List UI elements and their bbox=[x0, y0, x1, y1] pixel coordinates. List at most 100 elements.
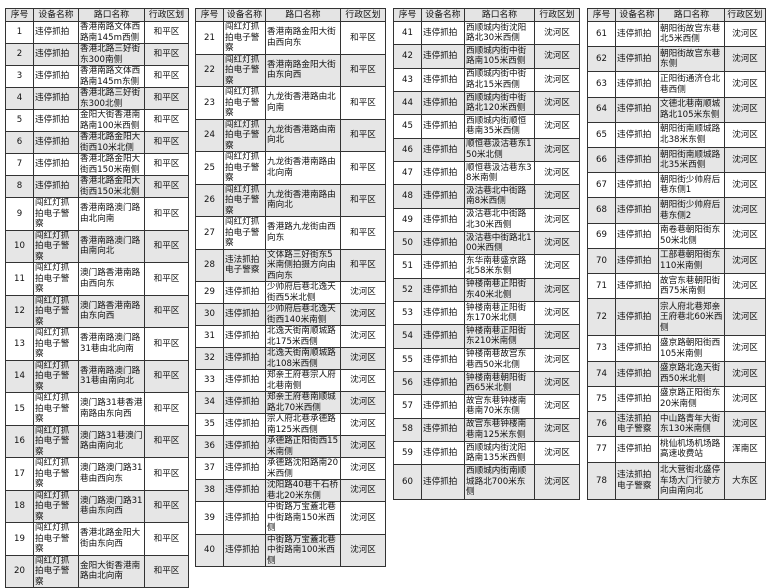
row-number-cell: 64 bbox=[587, 96, 616, 123]
district-cell: 沈河区 bbox=[534, 67, 580, 92]
table-row: 6 违停抓拍 香港北路金阳大街西10米北侧 和平区 bbox=[5, 131, 189, 154]
column-header-row-number: 序号 bbox=[393, 8, 422, 22]
row-number-cell: 32 bbox=[195, 347, 224, 370]
table-row: 76 违法抓拍电子警察 中山路青年大街东130米南侧 沈河区 bbox=[587, 411, 766, 438]
row-number-cell: 45 bbox=[393, 114, 422, 139]
intersection-name-cell: 沈阳路40巷千石桥巷北20米东侧 bbox=[265, 479, 341, 502]
row-number-cell: 3 bbox=[5, 65, 34, 88]
row-number-cell: 15 bbox=[5, 392, 34, 426]
table-row: 63 违停抓拍 正阳街通济仓北巷西侧 沈河区 bbox=[587, 71, 766, 98]
table-row: 32 违停抓拍 北逸天街南顺城路北108米西侧 沈河区 bbox=[195, 347, 386, 370]
table-row: 44 违停抓拍 西顺城内街中街路北120米西侧 沈河区 bbox=[393, 90, 580, 116]
device-table-1: 序号 设备名称 路口名称 行政区划 1 违停抓拍 香港南路文体西路南145m西侧 和平区 2 违停… bbox=[5, 8, 189, 588]
row-number-cell: 17 bbox=[5, 457, 34, 491]
district-cell: 和平区 bbox=[144, 424, 189, 458]
device-name-cell: 违停抓拍 bbox=[615, 172, 659, 199]
district-cell: 沈河区 bbox=[534, 137, 580, 162]
row-number-cell: 50 bbox=[393, 230, 422, 256]
table-row: 69 违停抓拍 南卷巷朝阳街东50米北侧 沈河区 bbox=[587, 222, 766, 249]
district-cell: 浑南区 bbox=[724, 436, 766, 463]
table-row: 75 违停抓拍 盛京路正阳街东20米南侧 沈河区 bbox=[587, 385, 766, 413]
row-number-cell: 2 bbox=[5, 43, 34, 66]
row-number-cell: 76 bbox=[587, 411, 616, 438]
row-number-cell: 34 bbox=[195, 391, 224, 414]
intersection-name-cell: 朝阳街故宫东巷东侧 bbox=[658, 46, 725, 73]
table-row: 62 违停抓拍 朝阳街故宫东巷东侧 沈河区 bbox=[587, 46, 766, 73]
district-cell: 和平区 bbox=[340, 151, 386, 185]
district-cell: 沈河区 bbox=[724, 20, 766, 48]
table-row: 40 违停抓拍 中街路万宝蓋北巷中街路南100米西侧 沈河区 bbox=[195, 533, 386, 567]
row-number-cell: 23 bbox=[195, 86, 224, 120]
device-name-cell: 违停抓拍 bbox=[615, 298, 659, 337]
district-cell: 和平区 bbox=[144, 197, 189, 231]
row-number-cell: 53 bbox=[393, 300, 422, 326]
row-number-cell: 20 bbox=[5, 554, 34, 588]
intersection-name-cell: 工部巷朝阳街东110米南侧 bbox=[658, 247, 725, 275]
table-row: 31 违停抓拍 北逸天街南顺城路北175米西侧 沈河区 bbox=[195, 325, 386, 348]
intersection-name-cell: 顺恒巷汲沽巷东150米北侧 bbox=[464, 137, 535, 162]
device-name-cell: 违停抓拍 bbox=[421, 207, 465, 232]
column-header-device-name: 设备名称 bbox=[223, 8, 266, 22]
row-number-cell: 42 bbox=[393, 44, 422, 69]
intersection-name-cell: 朝阳街少帅府后巷东侧2 bbox=[658, 197, 725, 224]
intersection-name-cell: 澳门路香港南路由东向西 bbox=[78, 294, 145, 328]
table-row: 24 闯红灯抓拍电子警察 九龙街香港路由南向北 和平区 bbox=[195, 118, 386, 152]
table-row: 70 违停抓拍 工部巷朝阳街东110米南侧 沈河区 bbox=[587, 247, 766, 275]
district-cell: 沈河区 bbox=[724, 335, 766, 362]
district-cell: 沈河区 bbox=[724, 247, 766, 275]
district-cell: 沈河区 bbox=[724, 360, 766, 387]
table-row: 42 违停抓拍 西顺城内街中街路南105米西侧 沈河区 bbox=[393, 44, 580, 69]
table-row: 77 违停抓拍 桃仙机场机场路高速收费站 浑南区 bbox=[587, 436, 766, 463]
table-row: 67 违停抓拍 朝阳街少帅府后巷东侧1 沈河区 bbox=[587, 172, 766, 199]
device-name-cell: 违停抓拍 bbox=[615, 360, 659, 387]
device-name-cell: 违停抓拍 bbox=[223, 533, 266, 567]
table-row: 58 违停抓拍 故宫东巷钟楼南巷南125米东侧 沈河区 bbox=[393, 417, 580, 442]
column-header-district: 行政区划 bbox=[534, 8, 580, 22]
row-number-cell: 7 bbox=[5, 153, 34, 176]
intersection-name-cell: 香港南路澳门路31巷由南向北 bbox=[78, 359, 145, 393]
row-number-cell: 44 bbox=[393, 90, 422, 116]
row-number-cell: 51 bbox=[393, 254, 422, 279]
row-number-cell: 78 bbox=[587, 461, 616, 500]
device-name-cell: 违停抓拍 bbox=[421, 114, 465, 139]
district-cell: 沈河区 bbox=[724, 411, 766, 438]
table-row: 73 违停抓拍 盛京路朝阳街西105米南侧 沈河区 bbox=[587, 335, 766, 362]
device-name-cell: 违停抓拍 bbox=[615, 20, 659, 48]
intersection-name-cell: 宗人府北巷承德路南125米西侧 bbox=[265, 413, 341, 436]
row-number-cell: 33 bbox=[195, 369, 224, 392]
device-name-cell: 违停抓拍 bbox=[615, 147, 659, 174]
table-row: 26 闯红灯抓拍电子警察 九龙街香港南路由南向北 和平区 bbox=[195, 183, 386, 217]
device-name-cell: 闯红灯抓拍电子警察 bbox=[223, 183, 266, 217]
column-header-device-name: 设备名称 bbox=[615, 8, 659, 22]
district-cell: 和平区 bbox=[144, 65, 189, 88]
intersection-name-cell: 香港北路金阳大街由东向西 bbox=[78, 522, 145, 556]
table-row: 51 违停抓拍 东华南巷盛京路北58米东侧 沈河区 bbox=[393, 254, 580, 279]
district-cell: 沈河区 bbox=[724, 298, 766, 337]
column-header-row-number: 序号 bbox=[195, 8, 224, 22]
district-cell: 沈河区 bbox=[534, 394, 580, 419]
device-name-cell: 闯红灯抓拍电子警察 bbox=[33, 457, 79, 491]
device-name-cell: 违停抓拍 bbox=[33, 153, 79, 176]
device-name-cell: 违停抓拍 bbox=[421, 44, 465, 69]
device-name-cell: 违停抓拍 bbox=[33, 87, 79, 110]
district-cell: 和平区 bbox=[340, 118, 386, 152]
row-number-cell: 77 bbox=[587, 436, 616, 463]
row-number-cell: 73 bbox=[587, 335, 616, 362]
table-row: 48 违停抓拍 汲沽巷北中街路南8米西侧 沈河区 bbox=[393, 184, 580, 209]
device-name-cell: 闯红灯抓拍电子警察 bbox=[33, 489, 79, 523]
intersection-name-cell: 澳门路香港南路由西向东 bbox=[78, 262, 145, 296]
intersection-name-cell: 顺恒巷汲沽巷东38米南侧 bbox=[464, 160, 535, 186]
intersection-name-cell: 钟楼南巷正阳街东170米北侧 bbox=[464, 300, 535, 326]
intersection-name-cell: 中山路青年大街东130米南侧 bbox=[658, 411, 725, 438]
row-number-cell: 46 bbox=[393, 137, 422, 162]
intersection-name-cell: 香港南路澳门路31巷由北向南 bbox=[78, 327, 145, 361]
device-name-cell: 违停抓拍 bbox=[33, 109, 79, 132]
row-number-cell: 22 bbox=[195, 53, 224, 87]
district-cell: 和平区 bbox=[144, 87, 189, 110]
device-name-cell: 违停抓拍 bbox=[421, 417, 465, 442]
device-name-cell: 闯红灯抓拍电子警察 bbox=[223, 21, 266, 55]
district-cell: 沈河区 bbox=[340, 369, 386, 392]
row-number-cell: 36 bbox=[195, 435, 224, 458]
row-number-cell: 55 bbox=[393, 347, 422, 372]
district-cell: 沈河区 bbox=[534, 44, 580, 69]
